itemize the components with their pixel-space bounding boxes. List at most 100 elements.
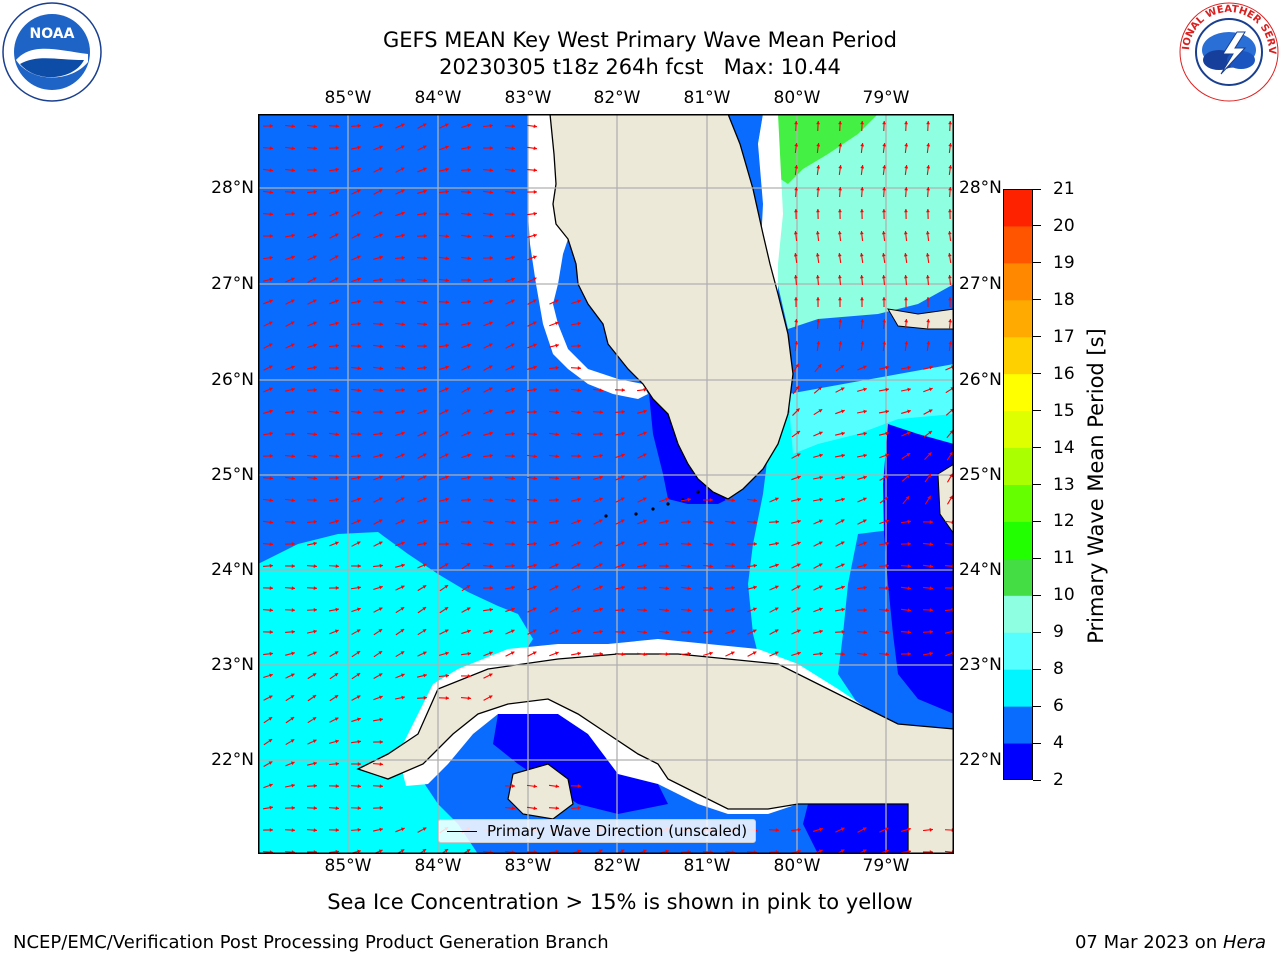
colorbar-tick-mark [1033,594,1041,596]
wave-arrow-head [510,629,515,634]
wave-arrow-head [576,607,581,612]
wave-arrow-head [929,365,933,370]
wave-arrow-head [269,431,273,436]
wave-arrow-head [794,209,798,213]
wave-arrow-head [907,365,911,370]
wave-arrow-head [793,275,798,279]
wave-arrow-head [379,344,383,349]
wave-arrow-head [731,564,735,568]
wave-arrow-head [840,827,845,831]
wave-arrow-head [357,299,361,304]
wave-arrow-head [665,519,669,524]
colorbar-tick-mark [1033,262,1041,264]
wave-arrow-head [268,321,273,325]
wave-arrow-head [379,762,383,767]
wave-arrow-head [838,121,843,125]
wave-arrow-head [904,143,909,147]
wave-arrow-head [357,762,361,766]
wave-arrow-head [709,608,713,612]
wave-arrow-head [313,519,317,524]
wave-arrow-head [837,253,842,257]
lat-left-28n: 28°N [211,178,254,198]
wave-arrow-head [863,585,867,590]
wave-arrow-head [709,542,713,547]
wave-arrow-head [794,297,798,301]
wave-arrow-head [357,277,361,282]
wave-arrow-head [621,388,625,392]
wave-arrow-head [794,341,799,345]
wave-arrow-head [862,365,867,370]
wave-arrow-head [863,630,867,635]
lon-bottom-83w: 83°W [504,856,552,876]
wave-arrow-head [642,453,647,457]
land-isla-juventud [507,763,574,820]
wave-arrow-head [753,542,757,546]
wave-arrow-head [291,629,295,634]
wave-arrow-head [929,387,933,392]
wave-arrow-head [577,454,581,458]
wave-arrow-head [312,739,317,743]
colorbar-tick-label: 19 [1053,252,1075,273]
wave-arrow-head [511,212,515,216]
wave-arrow-head [466,365,471,369]
wave-arrow-head [422,123,427,127]
period-region-8-9 [788,364,954,454]
colorbar-tick-label: 18 [1053,289,1075,310]
wave-arrow-head [949,451,953,456]
wave-arrow-head [906,453,911,457]
wave-arrow-head [334,255,339,259]
wave-arrow-head [599,607,603,612]
wave-arrow-head [466,607,471,611]
wave-arrow-head [885,652,889,657]
wave-arrow-head [885,409,889,414]
wave-arrow-head [577,497,581,502]
colorbar-segment [1003,595,1033,633]
wave-arrow-head [423,365,427,370]
wave-arrow-head [599,453,603,458]
wave-arrow-head [555,806,559,811]
wave-arrow-head [357,344,361,348]
wave-arrow-head [313,564,317,569]
wave-arrow-head [313,761,317,766]
wave-arrow-head [423,278,427,283]
wave-arrow-head [335,806,339,811]
wave-arrow-head [709,564,713,569]
wave-arrow-head [665,541,669,546]
wave-arrow-head [863,409,867,414]
wave-arrow-head [837,275,842,279]
wave-arrow-head [401,409,405,414]
nws-logo: NATIONAL WEATHER SERVICE [1175,0,1279,102]
wave-arrow-head [511,124,515,128]
wave-arrow-head [489,431,493,436]
wave-arrow-head [313,783,317,788]
wave-arrow-head [555,410,559,415]
lat-left-23n: 23°N [211,655,254,675]
wave-arrow-head [948,209,952,213]
wave-arrow-head [903,231,908,235]
wave-arrow-head [357,497,361,502]
wave-arrow-head [904,121,909,125]
wave-arrow-head [268,343,273,347]
plot-title: GEFS MEAN Key West Primary Wave Mean Per… [0,27,1280,81]
wave-arrow-head [774,585,779,590]
wave-arrow-head [774,607,779,611]
wave-arrow-head [379,695,383,700]
lat-left-27n: 27°N [211,274,254,294]
map-svg [258,113,956,856]
wave-arrow-head [401,233,405,238]
wave-arrow-head [467,629,471,634]
lon-bottom-80w: 80°W [773,856,821,876]
colorbar-tick-mark [1033,447,1041,449]
wave-arrow-head [335,564,339,569]
wave-arrow-head [775,519,779,524]
wave-arrow-head [885,630,889,635]
colorbar-tick-label: 2 [1053,770,1064,790]
wave-arrow-head [445,167,449,172]
wave-arrow-head [554,299,559,303]
colorbar-tick: 8 [1033,659,1064,679]
wave-arrow-head [642,497,647,501]
wave-arrow-head [730,651,735,655]
lat-right-28n: 28°N [959,178,1002,198]
wave-arrow-head [334,695,339,699]
wave-arrow-head [313,343,317,348]
